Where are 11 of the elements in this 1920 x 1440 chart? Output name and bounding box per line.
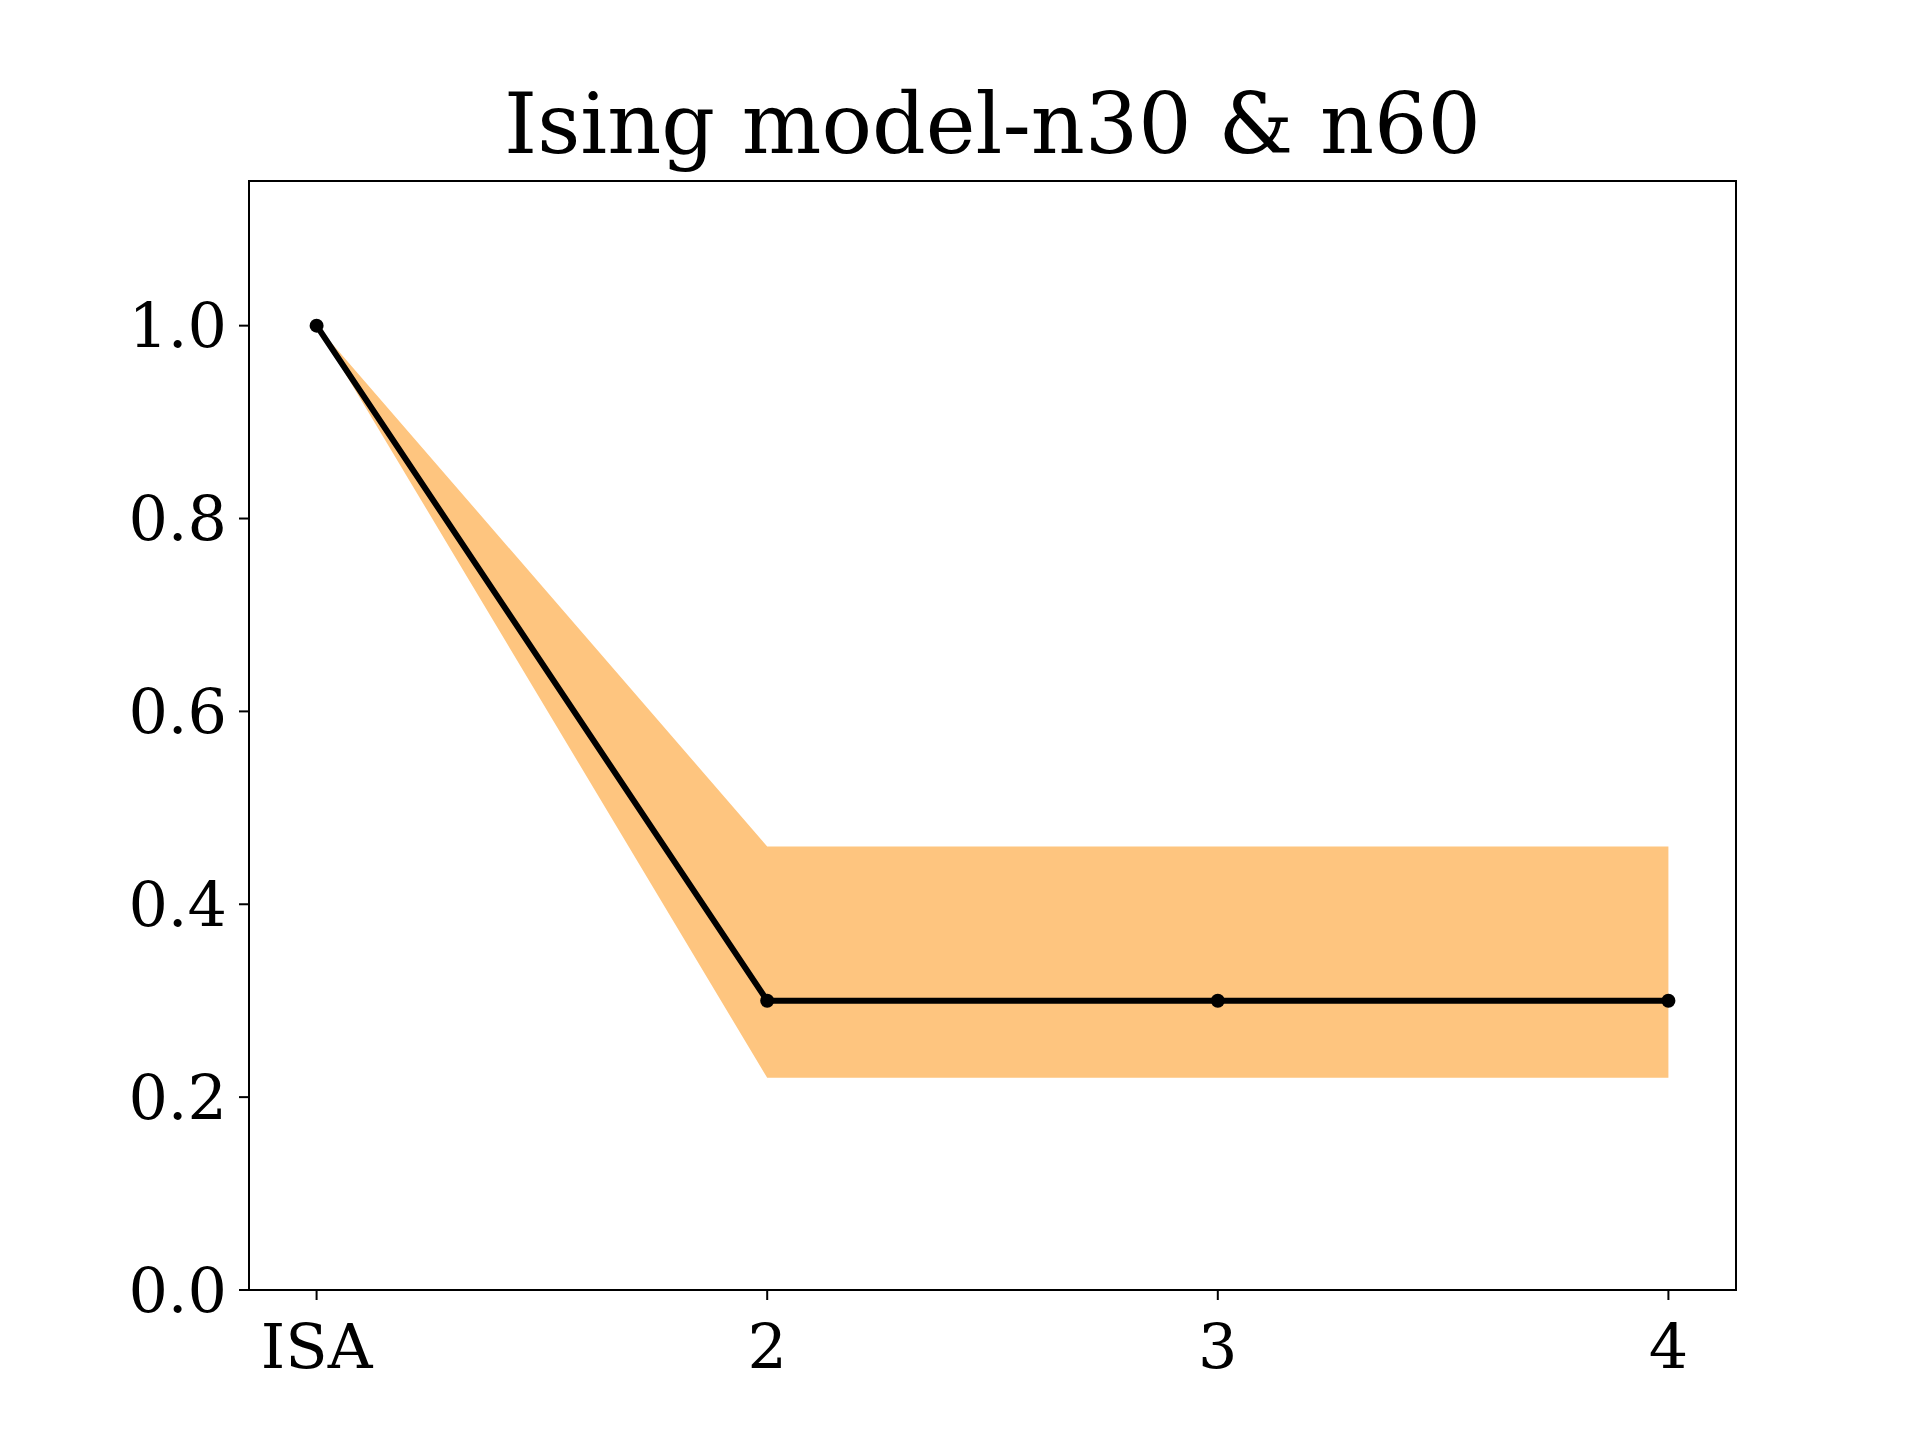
y-tick-label: 0.6	[128, 675, 227, 749]
y-tick-label: 0.2	[128, 1060, 227, 1134]
x-tick-label: 4	[1648, 1310, 1689, 1383]
y-tick-label: 0.8	[128, 482, 227, 556]
x-tick-label: ISA	[260, 1310, 374, 1383]
x-tick-label: 3	[1198, 1310, 1238, 1383]
y-tick-label: 1.0	[128, 289, 227, 363]
x-tick-label: 2	[747, 1310, 787, 1383]
y-tick-label: 0.4	[128, 867, 227, 941]
chart-title: Ising model-n30 & n60	[504, 75, 1481, 173]
y-tick-label: 0.0	[128, 1253, 227, 1327]
